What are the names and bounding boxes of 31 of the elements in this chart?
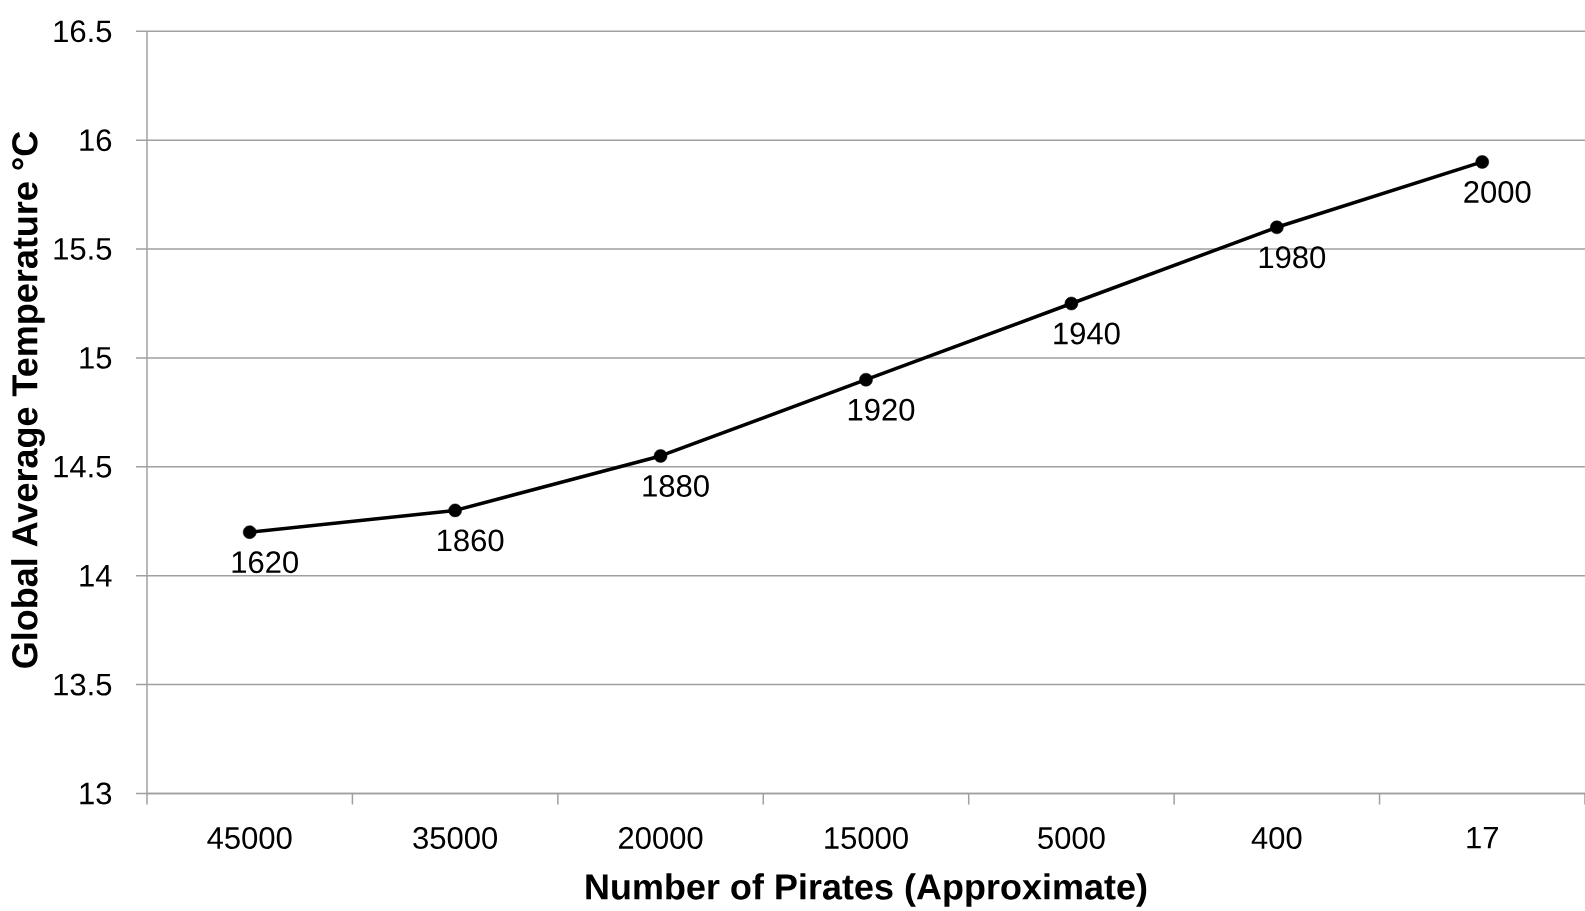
point [242,525,257,539]
annotation: 1880 [643,474,709,497]
annotation: 1860 [438,529,504,552]
point [1064,296,1079,311]
x-tick-label: 400 [1251,827,1302,849]
y-tick-label: 15 [80,347,112,369]
point [1475,155,1490,169]
y-tick-label: 13.5 [54,673,112,696]
y-tick-label: 16 [80,129,112,152]
x-tick-label: 5000 [1038,827,1105,849]
x-tick-label: 45000 [207,827,292,849]
annotation: 2000 [1464,180,1531,203]
y-tick-label: 13 [80,782,112,805]
annotation: 1620 [232,551,298,574]
point [1270,220,1284,235]
annotation: 1940 [1054,322,1120,345]
x-axis-title: Number of Pirates (Approximate) [586,873,1147,907]
annotation: 1980 [1259,246,1326,269]
y-tick-label: 14.5 [54,456,112,478]
y-axis-title: Global Average Temperature °C [11,131,45,668]
x-tick-label: 35000 [413,827,498,849]
annotation: 1920 [848,398,915,421]
point [859,372,873,387]
point [448,503,462,518]
x-tick-label: 15000 [825,827,908,849]
point [653,449,668,463]
x-tick-label: 17 [1467,827,1498,849]
y-tick-label: 15.5 [54,238,112,260]
y-tick-label: 16.5 [54,20,112,43]
x-tick-label: 20000 [619,827,703,849]
y-tick-label: 14 [80,565,112,587]
